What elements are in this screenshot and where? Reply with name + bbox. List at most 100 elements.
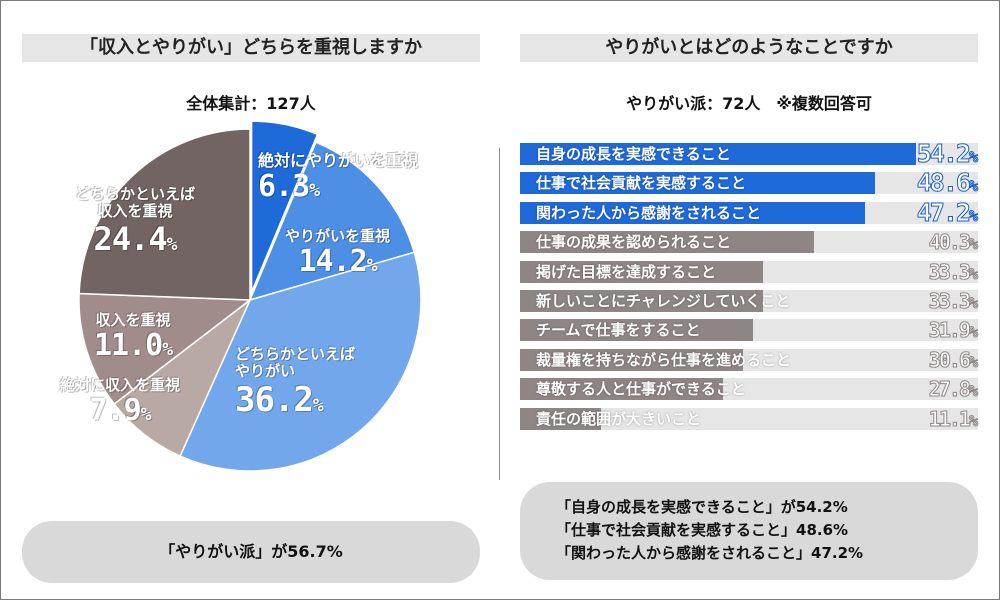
bar-label: チームで仕事をすること [536,321,701,340]
pie-label-value: 36.2% [235,379,355,420]
bar-row: 責任の範囲が大きいこと 11.1% [520,406,979,431]
pie-label-absolute-income: 絶対に収入を重視 7.9% [60,376,181,429]
pie-label-yarigai: やりがいを重視 14.2% [285,227,390,280]
bar-value-number: 30.6 [928,347,971,372]
bar-value-number: 47.2 [916,197,971,227]
bar-value-unit: % [968,206,978,225]
bar-row: 仕事の成果を認められること 40.3% [520,230,979,255]
bar-row: 新しいことにチャレンジしていくこと 33.3% [520,289,979,314]
bar [520,143,916,165]
pie-value-unit: % [366,255,378,277]
pie-slice [78,128,251,301]
bar-value-number: 27.8 [928,377,971,402]
pie-label-value: 14.2% [285,245,390,280]
bar-value-label: 27.8% [902,375,978,405]
bar-value-label: 47.2% [902,197,978,230]
bar-row: 尊敬する人と仕事ができること 27.8% [520,377,979,402]
left-panel-subtitle: 全体集計：127人 [186,94,316,113]
bar-label: 仕事の成果を認められること [536,233,732,252]
pie-label-name: 絶対に収入を重視 [60,376,181,394]
bar [520,172,875,195]
bar [520,201,865,224]
pie-label-name-line2: 収入を重視 [97,202,173,221]
pie-label-name: 絶対にやりがいを重視 [258,151,419,170]
summary-line-3: 「関わった人から感謝をされること」47.2% [556,544,864,562]
pie-label-value: 6.3% [258,170,418,205]
bar-row: 掲げた目標を達成すること 33.3% [520,259,979,284]
pie-label-value: 24.4% [75,219,195,258]
bar [520,378,723,401]
pie-value-unit: % [309,180,320,202]
bar-label: 関わった人から感謝をされること [536,203,762,222]
pie-value-unit: % [140,404,152,426]
bar-value-label: 30.6% [902,346,978,376]
bar-value-unit: % [968,294,978,313]
pie-slice [78,292,253,406]
bar-track [520,407,978,430]
pie-slice [250,120,319,293]
bar-label: 裁量権を持ちながら仕事を進めること [536,350,792,369]
pie-value-number: 24.4 [93,219,168,258]
panel-divider [499,148,500,480]
pie-label-name-line1: どちらかといえば [75,185,196,203]
pie-value-number: 36.2 [235,379,314,420]
bar-value-number: 33.3 [928,289,971,314]
pie-value-number: 14.2 [298,244,367,280]
left-summary-pill [22,521,480,583]
bar-row: 仕事で社会貢献を実感すること 48.6% [520,168,979,197]
bar [520,290,764,312]
pie-label-rather-income: どちらかといえば 収入を重視 24.4% [75,185,196,258]
left-panel-title: 「収入とやりがい」どちらを重視しますか [22,34,480,62]
left-summary-text: 「やりがい派」が56.7% [159,542,343,561]
bar-value-unit: % [968,352,978,371]
bar [520,407,602,430]
bar-value-label: 33.3% [902,258,978,288]
pie-label-name-line2: やりがい [235,362,296,381]
bar-value-label: 40.3% [902,228,978,258]
right-panel-title: やりがいとはどのようなことですか [520,34,978,62]
bar-value-number: 40.3 [928,230,971,255]
bar-value-number: 33.3 [928,259,971,284]
bar-label: 尊敬する人と仕事ができること [536,380,746,399]
bar-value-label: 11.1% [902,405,978,435]
pie-value-number: 6.3 [258,169,310,205]
bar-value-number: 54.2 [916,139,971,168]
bar-value-label: 33.3% [902,287,978,317]
pie-value-number: 11.0 [94,328,163,364]
bar-row: 関わった人から感謝をされること 47.2% [520,198,979,227]
bar-value-label: 48.6% [902,168,978,200]
right-summary-text: 「自身の成長を実感できること」が54.2% 「仕事で社会貢献を実感すること」48… [556,496,976,565]
bar-value-unit: % [968,177,978,196]
bar [520,260,764,283]
pie-value-unit: % [162,339,173,361]
bar-row: 裁量権を持ちながら仕事を進めること 30.6% [520,347,979,372]
pie-label-name-line1: どちらかといえば [235,345,356,363]
pie-slice [179,251,422,472]
bar [520,231,815,254]
pie-label-rather-yarigai: どちらかといえば やりがい 36.2% [235,345,356,420]
bar-value-label: 54.2% [902,139,978,171]
bar-row: チームで仕事をすること 31.9% [520,318,979,343]
bar-value-unit: % [968,235,978,254]
bar-value-unit: % [968,411,978,430]
bar-value-number: 11.1 [928,406,971,431]
bar-label: 責任の範囲が大きいこと [536,409,702,428]
pie-value-number: 7.9 [89,393,141,429]
pie-value-unit: % [312,394,324,416]
bar-value-number: 31.9 [928,318,971,343]
pie-value-unit: % [166,233,178,255]
pie-label-value: 7.9% [60,394,180,429]
summary-line-1: 「自身の成長を実感できること」が54.2% [556,498,848,516]
bar-label: 掲げた目標を達成すること [536,262,717,281]
bar-value-unit: % [968,264,978,283]
pie-label-value: 11.0% [94,328,173,364]
right-panel-subtitle: やりがい派：72人 ※複数回答可 [626,94,872,113]
bar-value-unit: % [968,148,978,167]
bar-value-unit: % [968,382,978,401]
bar [520,348,744,371]
bar-label: 自身の成長を実感できること [536,145,731,163]
pie-slice [248,141,416,302]
bar-value-label: 31.9% [902,316,978,346]
bar-label: 新しいことにチャレンジしていくこと [536,292,791,310]
summary-line-2: 「仕事で社会貢献を実感すること」48.6% [556,521,849,539]
